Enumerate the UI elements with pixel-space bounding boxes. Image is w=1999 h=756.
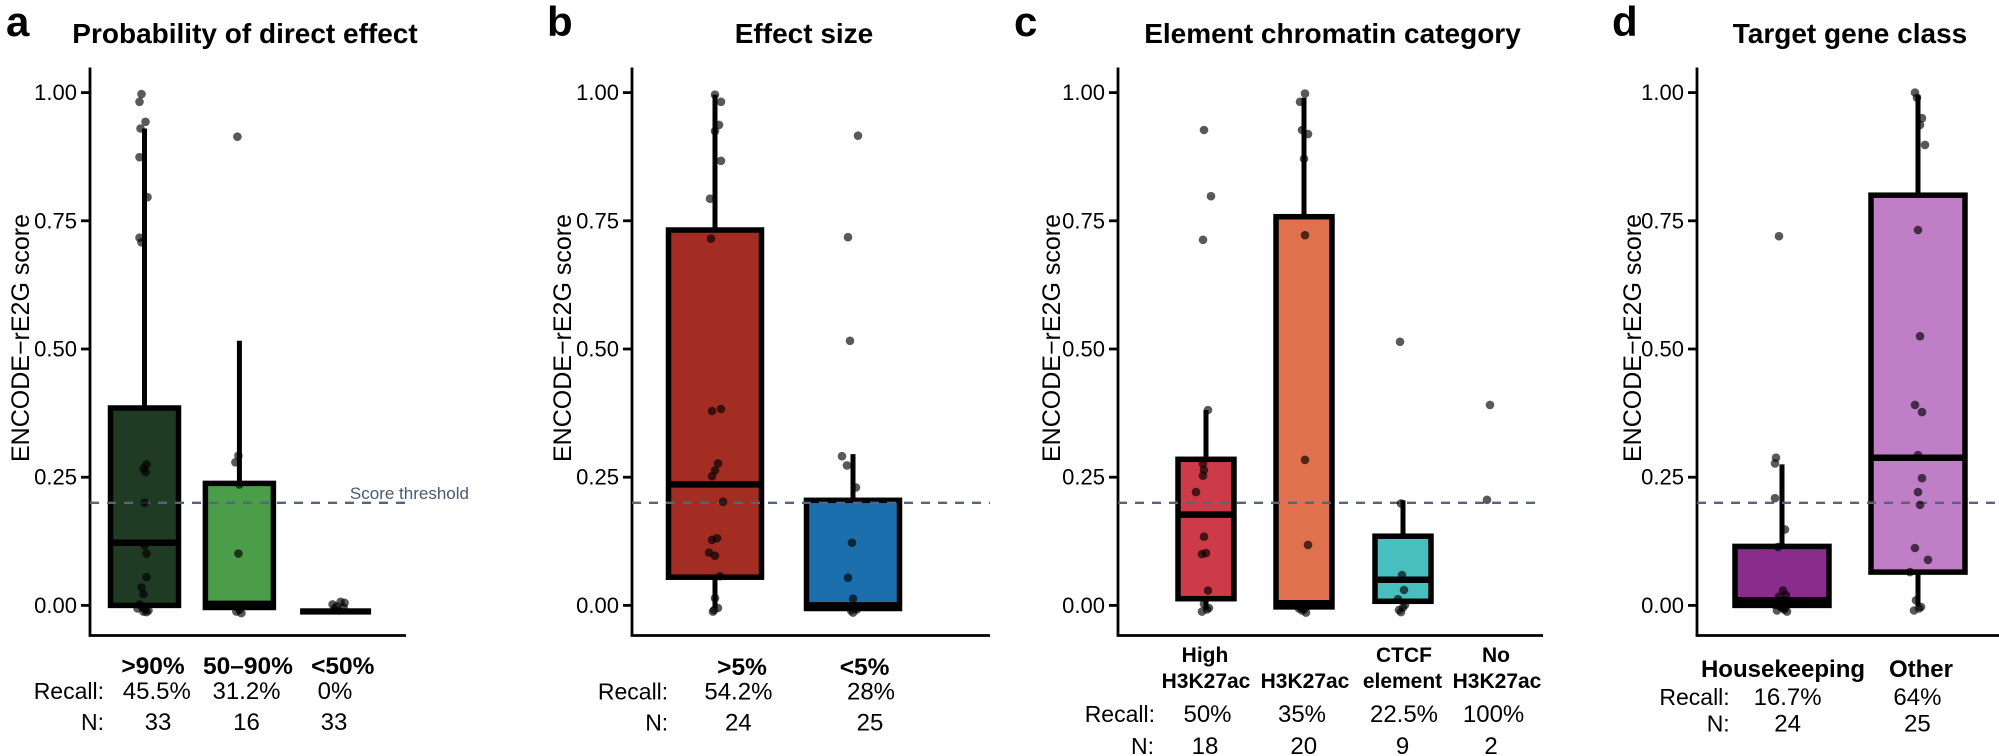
svg-text:Probability of direct effect: Probability of direct effect	[72, 18, 417, 49]
svg-text:9: 9	[1396, 733, 1409, 756]
svg-text:ENCODE−rE2G score: ENCODE−rE2G score	[549, 214, 577, 462]
svg-text:33: 33	[321, 709, 348, 736]
svg-text:1.00: 1.00	[34, 80, 77, 105]
svg-text:50–90%: 50–90%	[203, 653, 293, 680]
svg-text:0.25: 0.25	[576, 465, 619, 490]
svg-text:element: element	[1363, 670, 1442, 693]
svg-text:16: 16	[233, 709, 260, 736]
svg-text:24: 24	[1774, 711, 1801, 738]
svg-text:20: 20	[1290, 733, 1317, 756]
svg-text:28%: 28%	[847, 679, 895, 706]
svg-text:No: No	[1482, 644, 1510, 667]
svg-text:64%: 64%	[1893, 684, 1941, 711]
svg-text:100%: 100%	[1463, 701, 1524, 728]
svg-text:22.5%: 22.5%	[1370, 701, 1438, 728]
svg-text:50%: 50%	[1183, 701, 1231, 728]
svg-text:0.25: 0.25	[1062, 465, 1105, 490]
svg-text:c: c	[1014, 0, 1037, 45]
svg-text:0.50: 0.50	[576, 337, 619, 362]
svg-text:Recall:: Recall:	[1659, 684, 1729, 710]
svg-text:0.50: 0.50	[1062, 337, 1105, 362]
svg-text:b: b	[547, 0, 573, 45]
svg-text:ENCODE−rE2G score: ENCODE−rE2G score	[1619, 214, 1647, 462]
svg-text:0.00: 0.00	[1062, 593, 1105, 618]
svg-text:N:: N:	[81, 709, 104, 735]
svg-text:2: 2	[1484, 733, 1497, 756]
svg-text:54.2%: 54.2%	[704, 679, 772, 706]
svg-text:35%: 35%	[1278, 701, 1326, 728]
svg-text:Recall:: Recall:	[598, 679, 668, 705]
svg-text:1.00: 1.00	[1062, 80, 1105, 105]
svg-text:Housekeeping: Housekeeping	[1701, 656, 1865, 683]
svg-text:25: 25	[857, 710, 884, 737]
svg-text:0.75: 0.75	[1062, 208, 1105, 233]
svg-text:d: d	[1612, 0, 1638, 45]
svg-text:Target gene class: Target gene class	[1733, 18, 1967, 49]
svg-text:45.5%: 45.5%	[123, 678, 191, 705]
svg-text:High: High	[1182, 644, 1229, 667]
svg-text:24: 24	[725, 710, 752, 737]
svg-text:N:: N:	[1131, 733, 1154, 756]
svg-text:18: 18	[1192, 733, 1219, 756]
svg-text:0%: 0%	[318, 678, 353, 705]
svg-text:Element chromatin category: Element chromatin category	[1144, 18, 1521, 49]
svg-text:0.75: 0.75	[576, 208, 619, 233]
svg-text:N:: N:	[1707, 711, 1730, 737]
svg-text:1.00: 1.00	[1641, 80, 1684, 105]
svg-text:33: 33	[145, 709, 172, 736]
svg-text:0.00: 0.00	[576, 593, 619, 618]
svg-text:N:: N:	[645, 710, 668, 736]
svg-text:0.75: 0.75	[1641, 208, 1684, 233]
svg-text:>90%: >90%	[121, 653, 185, 680]
svg-text:<50%: <50%	[311, 653, 375, 680]
svg-text:0.00: 0.00	[34, 593, 77, 618]
svg-text:0.00: 0.00	[1641, 593, 1684, 618]
svg-text:CTCF: CTCF	[1376, 644, 1432, 667]
svg-text:ENCODE−rE2G score: ENCODE−rE2G score	[1038, 214, 1066, 462]
svg-text:H3K27ac: H3K27ac	[1453, 670, 1542, 693]
svg-text:<5%: <5%	[840, 654, 890, 681]
svg-text:0.25: 0.25	[1641, 465, 1684, 490]
svg-text:Effect size: Effect size	[735, 18, 874, 49]
svg-text:H3K27ac: H3K27ac	[1261, 670, 1350, 693]
svg-text:0.25: 0.25	[34, 465, 77, 490]
svg-text:0.50: 0.50	[34, 337, 77, 362]
svg-text:25: 25	[1904, 711, 1931, 738]
svg-text:31.2%: 31.2%	[212, 678, 280, 705]
svg-text:Other: Other	[1889, 656, 1953, 683]
svg-text:1.00: 1.00	[576, 80, 619, 105]
svg-text:Score threshold: Score threshold	[350, 484, 469, 503]
svg-text:Recall:: Recall:	[1085, 701, 1155, 727]
svg-text:0.50: 0.50	[1641, 337, 1684, 362]
svg-text:H3K27ac: H3K27ac	[1162, 670, 1251, 693]
svg-text:a: a	[6, 0, 30, 45]
svg-text:16.7%: 16.7%	[1754, 684, 1822, 711]
svg-text:0.75: 0.75	[34, 208, 77, 233]
svg-text:>5%: >5%	[717, 654, 767, 681]
svg-text:ENCODE−rE2G score: ENCODE−rE2G score	[7, 214, 35, 462]
svg-text:Recall:: Recall:	[34, 678, 104, 704]
